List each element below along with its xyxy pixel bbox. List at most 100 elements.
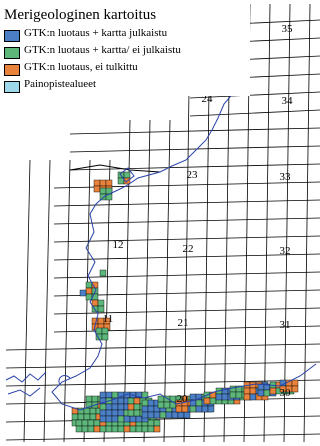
survey-cell <box>99 409 107 417</box>
legend-swatch-uninterpreted <box>4 64 20 76</box>
survey-cell <box>221 393 229 401</box>
survey-cells <box>71 59 299 433</box>
survey-cell <box>99 403 107 411</box>
survey-cell <box>91 299 99 307</box>
survey-cell <box>177 411 185 419</box>
survey-cell <box>71 413 79 421</box>
survey-cell <box>203 397 211 405</box>
survey-cell <box>207 405 215 413</box>
survey-cell <box>147 399 155 407</box>
survey-cell <box>79 289 87 297</box>
survey-cell <box>99 415 107 423</box>
survey-cell <box>157 401 165 409</box>
survey-cell <box>105 179 113 187</box>
survey-cell <box>215 393 223 401</box>
survey-cell <box>129 415 137 423</box>
survey-cell <box>133 397 141 405</box>
survey-cell <box>85 281 93 289</box>
survey-cell <box>133 403 141 411</box>
survey-cell <box>141 399 149 407</box>
survey-cell <box>87 425 95 433</box>
survey-cell <box>195 399 203 407</box>
survey-cell <box>229 391 237 399</box>
survey-cell <box>123 425 131 433</box>
survey-cell <box>141 411 149 419</box>
survey-cell <box>111 409 119 417</box>
survey-cell <box>99 425 107 433</box>
survey-cell <box>117 403 125 411</box>
grid-label-31: 31 <box>280 319 291 331</box>
legend-swatch-unpublished <box>4 47 20 59</box>
survey-cell <box>153 425 161 433</box>
legend-item-unpublished: GTK:n luotaus + kartta/ ei julkaistu <box>4 45 250 59</box>
survey-cell <box>75 419 83 427</box>
grid-label-34: 34 <box>282 95 294 107</box>
survey-cell <box>97 305 105 313</box>
survey-cell <box>99 179 107 187</box>
survey-cell <box>95 327 103 335</box>
grid-label-33: 33 <box>280 171 292 183</box>
grid-label-12: 12 <box>113 239 124 251</box>
survey-cell <box>105 403 113 411</box>
survey-cell <box>141 405 149 413</box>
legend-label-unpublished: GTK:n luotaus + kartta/ ei julkaistu <box>24 44 181 56</box>
survey-cell <box>85 287 93 295</box>
survey-cell <box>77 413 85 421</box>
survey-cell <box>209 397 217 405</box>
survey-cell <box>235 391 243 399</box>
survey-cell <box>81 425 89 433</box>
survey-cell <box>157 395 165 403</box>
legend-item-focus-areas: Painopistealueet <box>4 79 250 93</box>
survey-cell <box>123 415 131 423</box>
legend-swatch-published <box>4 30 20 42</box>
survey-cell <box>195 405 203 413</box>
survey-cell <box>101 333 109 341</box>
survey-cell <box>243 393 251 401</box>
survey-cell <box>135 415 143 423</box>
survey-cell <box>129 425 137 433</box>
survey-cell <box>249 387 257 395</box>
survey-cell <box>105 391 113 399</box>
survey-cell <box>127 409 135 417</box>
survey-cell <box>81 419 89 427</box>
grid-label-11: 11 <box>103 313 114 325</box>
survey-cell <box>111 391 119 399</box>
survey-cell <box>127 397 135 405</box>
survey-cell <box>93 425 101 433</box>
grid-label-30: 30 <box>280 387 292 399</box>
survey-cell <box>117 425 125 433</box>
grid-label-20: 20 <box>177 393 189 405</box>
survey-cell <box>83 413 91 421</box>
survey-cell <box>147 411 155 419</box>
survey-cell <box>147 425 155 433</box>
legend-title: Merigeologinen kartoitus <box>4 7 157 23</box>
survey-cell <box>249 393 257 401</box>
survey-cell <box>147 405 155 413</box>
survey-cell <box>99 391 107 399</box>
grid-label-22: 22 <box>183 243 194 255</box>
coastline <box>5 9 317 411</box>
survey-cell <box>99 187 107 195</box>
survey-cell <box>181 405 189 413</box>
survey-cell <box>201 405 209 413</box>
survey-cell <box>141 425 149 433</box>
survey-cell <box>163 401 171 409</box>
survey-cell <box>135 425 143 433</box>
survey-cell <box>89 413 97 421</box>
legend-label-focus-areas: Painopistealueet <box>24 78 97 90</box>
survey-cell <box>153 419 161 427</box>
survey-cell <box>111 403 119 411</box>
survey-cell <box>159 411 167 419</box>
survey-cell <box>243 387 251 395</box>
legend-item-uninterpreted: GTK:n luotaus, ei tulkittu <box>4 62 250 76</box>
map-legend: Merigeologinen kartoitus GTK:n luotaus +… <box>4 4 250 96</box>
survey-cell <box>263 389 271 397</box>
survey-cell <box>229 385 237 393</box>
legend-label-uninterpreted: GTK:n luotaus, ei tulkittu <box>24 61 138 73</box>
survey-cell <box>147 419 155 427</box>
survey-cell <box>101 327 109 335</box>
survey-cell <box>105 425 113 433</box>
grid-label-35: 35 <box>282 23 294 35</box>
grid-label-23: 23 <box>187 169 199 181</box>
survey-cell <box>291 379 299 387</box>
